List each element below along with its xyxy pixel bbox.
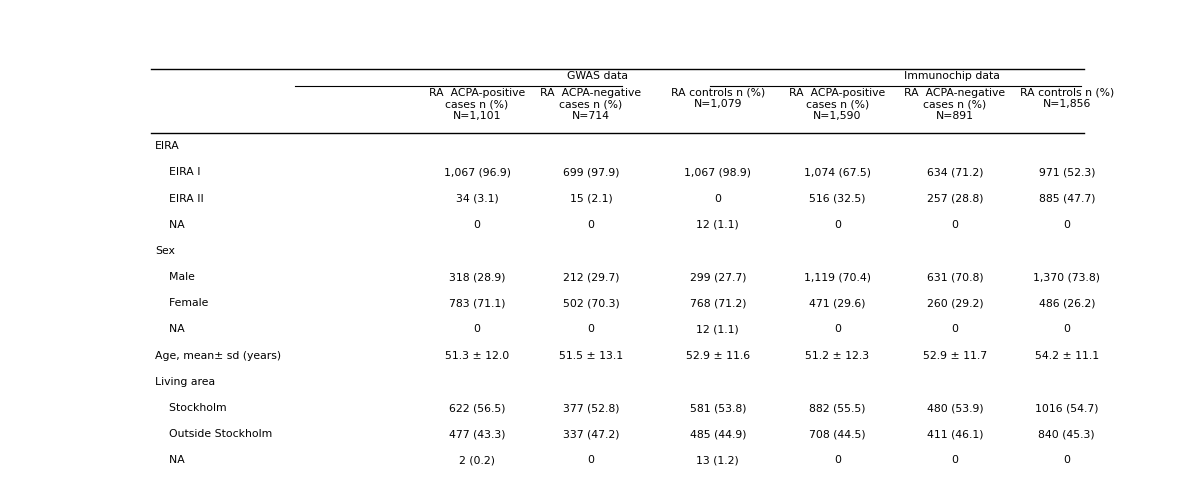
Text: 377 (52.8): 377 (52.8) — [562, 403, 619, 413]
Text: 882 (55.5): 882 (55.5) — [809, 403, 866, 413]
Text: 0: 0 — [1063, 324, 1070, 334]
Text: 0: 0 — [588, 456, 595, 466]
Text: 0: 0 — [1063, 220, 1070, 230]
Text: 51.2 ± 12.3: 51.2 ± 12.3 — [805, 351, 869, 361]
Text: 52.9 ± 11.6: 52.9 ± 11.6 — [686, 351, 750, 361]
Text: Female: Female — [155, 298, 208, 308]
Text: 34 (3.1): 34 (3.1) — [455, 194, 498, 204]
Text: NA: NA — [155, 324, 185, 334]
Text: 0: 0 — [833, 220, 840, 230]
Text: 0: 0 — [1063, 456, 1070, 466]
Text: 783 (71.1): 783 (71.1) — [449, 298, 506, 308]
Text: 634 (71.2): 634 (71.2) — [927, 167, 984, 177]
Text: 0: 0 — [714, 194, 721, 204]
Text: EIRA: EIRA — [155, 141, 179, 151]
Text: 971 (52.3): 971 (52.3) — [1039, 167, 1096, 177]
Text: 1,370 (73.8): 1,370 (73.8) — [1033, 272, 1100, 282]
Text: 337 (47.2): 337 (47.2) — [562, 429, 619, 439]
Text: 12 (1.1): 12 (1.1) — [696, 220, 739, 230]
Text: 840 (45.3): 840 (45.3) — [1039, 429, 1096, 439]
Text: 485 (44.9): 485 (44.9) — [690, 429, 746, 439]
Text: 212 (29.7): 212 (29.7) — [562, 272, 619, 282]
Text: 471 (29.6): 471 (29.6) — [809, 298, 866, 308]
Text: 299 (27.7): 299 (27.7) — [690, 272, 746, 282]
Text: 1,119 (70.4): 1,119 (70.4) — [804, 272, 870, 282]
Text: 0: 0 — [588, 220, 595, 230]
Text: 0: 0 — [833, 324, 840, 334]
Text: 581 (53.8): 581 (53.8) — [690, 403, 746, 413]
Text: 502 (70.3): 502 (70.3) — [562, 298, 619, 308]
Text: 699 (97.9): 699 (97.9) — [562, 167, 619, 177]
Text: Sex: Sex — [155, 246, 175, 256]
Text: 516 (32.5): 516 (32.5) — [809, 194, 866, 204]
Text: 411 (46.1): 411 (46.1) — [927, 429, 984, 439]
Text: NA: NA — [155, 456, 185, 466]
Text: 260 (29.2): 260 (29.2) — [927, 298, 984, 308]
Text: 0: 0 — [473, 324, 480, 334]
Text: Immunochip data: Immunochip data — [904, 71, 1001, 81]
Text: EIRA I: EIRA I — [155, 167, 201, 177]
Text: Outside Stockholm: Outside Stockholm — [155, 429, 272, 439]
Text: RA controls n (%)
N=1,856: RA controls n (%) N=1,856 — [1020, 88, 1114, 109]
Text: 0: 0 — [473, 220, 480, 230]
Text: EIRA II: EIRA II — [155, 194, 203, 204]
Text: 54.2 ± 11.1: 54.2 ± 11.1 — [1034, 351, 1099, 361]
Text: 15 (2.1): 15 (2.1) — [569, 194, 613, 204]
Text: 768 (71.2): 768 (71.2) — [690, 298, 746, 308]
Text: 13 (1.2): 13 (1.2) — [696, 456, 739, 466]
Text: 2 (0.2): 2 (0.2) — [459, 456, 495, 466]
Text: 1016 (54.7): 1016 (54.7) — [1035, 403, 1098, 413]
Text: 1,074 (67.5): 1,074 (67.5) — [804, 167, 870, 177]
Text: Male: Male — [155, 272, 195, 282]
Text: 885 (47.7): 885 (47.7) — [1039, 194, 1096, 204]
Text: 0: 0 — [951, 456, 958, 466]
Text: 480 (53.9): 480 (53.9) — [927, 403, 984, 413]
Text: 622 (56.5): 622 (56.5) — [449, 403, 506, 413]
Text: RA controls n (%)
N=1,079: RA controls n (%) N=1,079 — [671, 88, 765, 109]
Text: 631 (70.8): 631 (70.8) — [927, 272, 984, 282]
Text: 708 (44.5): 708 (44.5) — [809, 429, 866, 439]
Text: NA: NA — [155, 220, 185, 230]
Text: 0: 0 — [588, 324, 595, 334]
Text: RA  ACPA-negative
cases n (%)
N=714: RA ACPA-negative cases n (%) N=714 — [541, 88, 642, 121]
Text: 52.9 ± 11.7: 52.9 ± 11.7 — [922, 351, 987, 361]
Text: 477 (43.3): 477 (43.3) — [449, 429, 506, 439]
Text: RA  ACPA-positive
cases n (%)
N=1,590: RA ACPA-positive cases n (%) N=1,590 — [789, 88, 885, 121]
Text: 486 (26.2): 486 (26.2) — [1039, 298, 1096, 308]
Text: 318 (28.9): 318 (28.9) — [449, 272, 506, 282]
Text: 257 (28.8): 257 (28.8) — [927, 194, 984, 204]
Text: 0: 0 — [833, 456, 840, 466]
Text: 0: 0 — [951, 324, 958, 334]
Text: 1,067 (98.9): 1,067 (98.9) — [684, 167, 751, 177]
Text: RA  ACPA-negative
cases n (%)
N=891: RA ACPA-negative cases n (%) N=891 — [904, 88, 1005, 121]
Text: 1,067 (96.9): 1,067 (96.9) — [443, 167, 510, 177]
Text: GWAS data: GWAS data — [567, 71, 628, 81]
Text: RA  ACPA-positive
cases n (%)
N=1,101: RA ACPA-positive cases n (%) N=1,101 — [429, 88, 525, 121]
Text: 51.5 ± 13.1: 51.5 ± 13.1 — [559, 351, 622, 361]
Text: Stockholm: Stockholm — [155, 403, 226, 413]
Text: 51.3 ± 12.0: 51.3 ± 12.0 — [445, 351, 509, 361]
Text: Living area: Living area — [155, 377, 216, 387]
Text: 0: 0 — [951, 220, 958, 230]
Text: Age, mean± sd (years): Age, mean± sd (years) — [155, 351, 282, 361]
Text: 12 (1.1): 12 (1.1) — [696, 324, 739, 334]
